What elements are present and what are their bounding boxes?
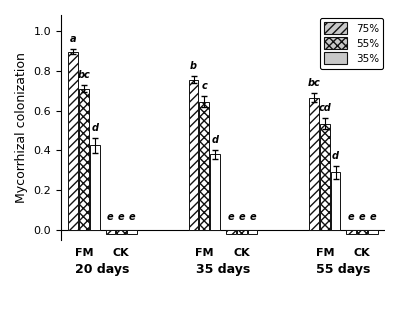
Bar [331,172,340,230]
Bar [357,230,367,234]
Text: e: e [359,212,366,222]
Text: e: e [249,212,256,222]
Text: 35 days: 35 days [196,263,250,276]
Text: cd: cd [318,103,331,113]
Text: 20 days: 20 days [75,263,130,276]
Y-axis label: Mycorrhizal colonization: Mycorrhizal colonization [15,52,28,203]
Text: d: d [91,123,98,133]
Text: b: b [190,61,197,71]
Text: e: e [348,212,354,222]
Bar [68,52,78,230]
Text: d: d [332,151,339,161]
Text: a: a [70,35,76,44]
Bar [237,230,246,234]
Bar [309,98,319,230]
Bar [189,80,198,230]
Text: 55 days: 55 days [316,263,371,276]
Bar [320,123,330,230]
Text: d: d [212,135,219,145]
Text: bc: bc [308,78,320,88]
Legend: 75%, 55%, 35%: 75%, 55%, 35% [320,18,383,69]
Bar [226,230,236,234]
Bar [90,146,100,230]
Bar [346,230,356,234]
Text: e: e [238,212,245,222]
Bar [368,230,378,234]
Bar [116,230,126,234]
Text: e: e [118,212,124,222]
Bar [79,89,89,230]
Bar [210,154,220,230]
Text: e: e [107,212,114,222]
Bar [200,102,209,230]
Bar [248,230,257,234]
Text: e: e [228,212,234,222]
Bar [127,230,137,234]
Text: e: e [370,212,376,222]
Bar [106,230,115,234]
Text: bc: bc [78,70,90,80]
Text: e: e [129,212,135,222]
Text: c: c [202,81,207,91]
